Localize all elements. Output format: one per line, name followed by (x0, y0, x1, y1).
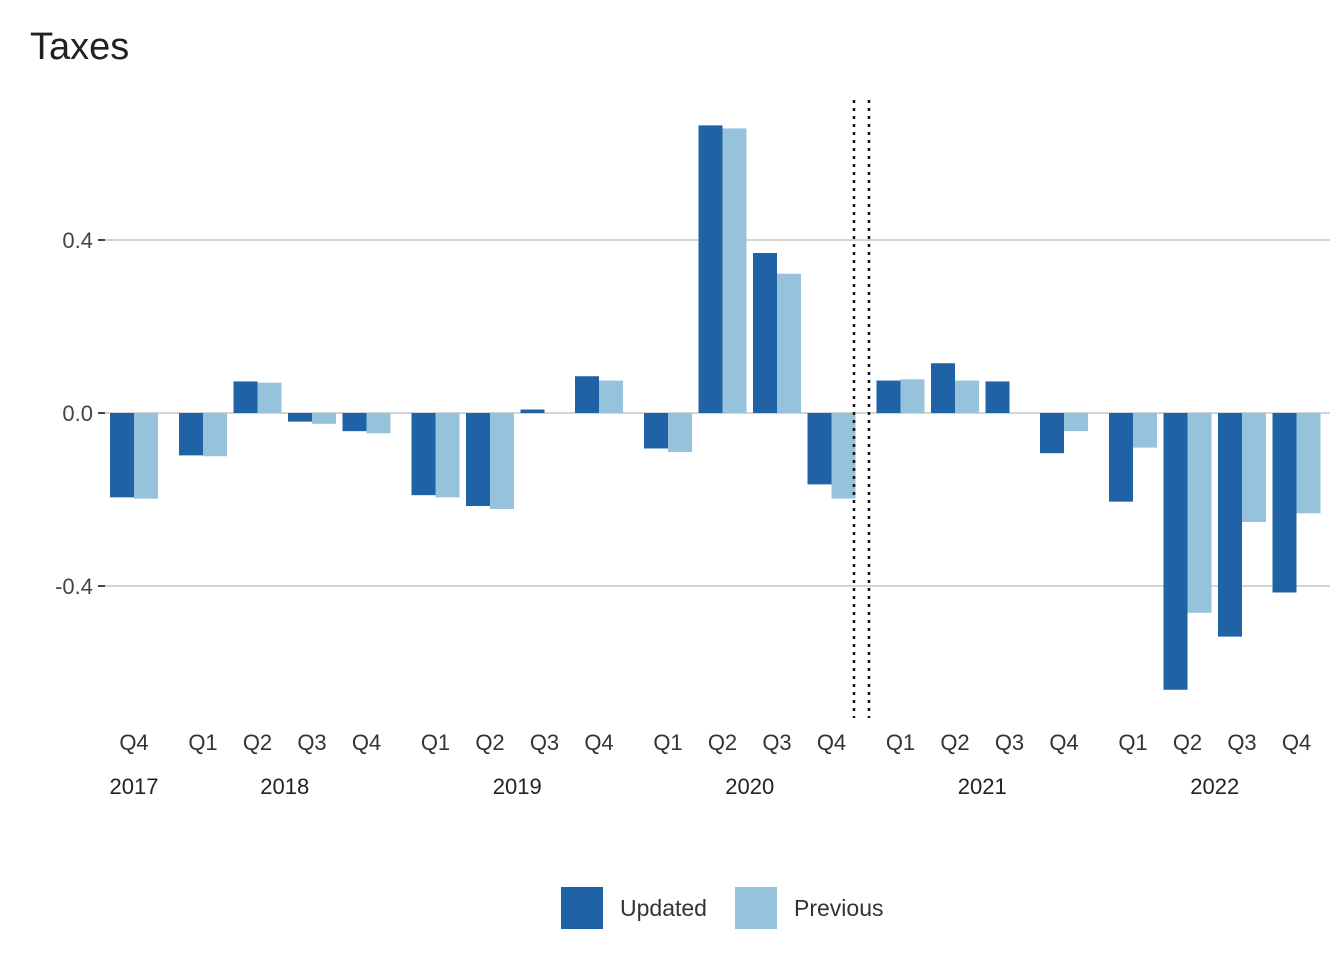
bar-updated (876, 380, 901, 413)
x-tick-label-quarter: Q3 (297, 730, 326, 755)
bar-updated (575, 376, 599, 413)
bar-previous (1064, 413, 1088, 432)
bar-updated (1040, 413, 1064, 454)
x-tick-label-year: 2020 (725, 774, 774, 799)
x-tick-label-year: 2021 (958, 774, 1007, 799)
bar-previous (490, 413, 514, 510)
bar-updated (342, 413, 367, 432)
x-tick-label-year: 2022 (1190, 774, 1239, 799)
bar-previous (257, 382, 282, 413)
legend-label-updated: Updated (620, 895, 707, 921)
legend: Updated Previous (561, 887, 883, 929)
x-tick-label-year: 2018 (260, 774, 309, 799)
x-tick-label-quarter: Q2 (243, 730, 272, 755)
legend-swatch-previous (735, 887, 777, 929)
bar-previous (1187, 413, 1212, 613)
bar-previous (435, 413, 460, 498)
bar-updated (411, 413, 436, 496)
bar-previous (203, 413, 227, 457)
bar-updated (288, 413, 312, 422)
bar-updated (520, 409, 545, 413)
bar-updated (1272, 413, 1297, 593)
x-axis: Q4 Q1 Q2 Q3 Q4 Q1 Q2 Q3 Q4 Q1 Q2 Q3 Q4 Q1 Q2 Q3 Q4 Q1 Q2 Q3… (110, 730, 1312, 799)
bar-updated (1109, 413, 1133, 502)
bar-updated (807, 413, 832, 485)
bar-updated (985, 381, 1010, 413)
bar-previous (668, 413, 692, 452)
bar-updated (698, 125, 723, 413)
x-tick-label-quarter: Q4 (584, 730, 613, 755)
bar-previous (1296, 413, 1321, 514)
legend-label-previous: Previous (794, 895, 883, 921)
x-tick-label-quarter: Q4 (817, 730, 846, 755)
bar-previous (722, 128, 747, 414)
x-tick-label-quarter: Q2 (475, 730, 504, 755)
x-tick-label-quarter: Q2 (708, 730, 737, 755)
x-tick-label-quarter: Q4 (119, 730, 148, 755)
bar-updated (1218, 413, 1242, 637)
bar-previous (366, 413, 391, 434)
x-tick-label-quarter: Q1 (188, 730, 217, 755)
bar-previous (900, 379, 925, 413)
x-tick-label-year: 2019 (493, 774, 542, 799)
x-tick-label-quarter: Q1 (886, 730, 915, 755)
bar-updated (644, 413, 668, 449)
x-tick-label-quarter: Q3 (995, 730, 1024, 755)
forecast-divider (852, 100, 871, 718)
bar-previous (599, 380, 623, 413)
x-tick-label-quarter: Q2 (940, 730, 969, 755)
chart-title: Taxes (30, 26, 129, 68)
bar-previous (1133, 413, 1157, 448)
bar-updated (1163, 413, 1188, 690)
bar-updated (110, 413, 134, 498)
bar-updated (466, 413, 490, 506)
x-tick-label-quarter: Q2 (1173, 730, 1202, 755)
x-tick-label-quarter: Q1 (653, 730, 682, 755)
y-tick-label: 0.0 (62, 401, 93, 426)
x-tick-label-quarter: Q4 (1049, 730, 1078, 755)
y-tick-label: -0.4 (55, 574, 93, 599)
bar-previous (955, 380, 979, 413)
x-tick-label-year: 2017 (110, 774, 159, 799)
y-tick-label: 0.4 (62, 228, 93, 253)
bar-previous (777, 273, 801, 413)
legend-swatch-updated (561, 887, 603, 929)
x-tick-label-quarter: Q4 (352, 730, 381, 755)
bar-updated (931, 363, 955, 413)
bar-updated (753, 252, 777, 413)
x-tick-label-quarter: Q3 (1227, 730, 1256, 755)
bar-updated (179, 413, 203, 456)
bar-previous (1242, 413, 1266, 522)
y-axis: -0.4 0.0 0.4 (55, 228, 105, 599)
x-tick-label-quarter: Q1 (1118, 730, 1147, 755)
x-tick-label-quarter: Q4 (1282, 730, 1311, 755)
x-tick-label-quarter: Q1 (421, 730, 450, 755)
bar-previous (831, 413, 856, 499)
bar-previous (134, 413, 158, 499)
x-tick-label-quarter: Q3 (762, 730, 791, 755)
bar-updated (233, 381, 258, 413)
bars (110, 125, 1321, 690)
bar-previous (312, 413, 336, 424)
x-tick-label-quarter: Q3 (530, 730, 559, 755)
